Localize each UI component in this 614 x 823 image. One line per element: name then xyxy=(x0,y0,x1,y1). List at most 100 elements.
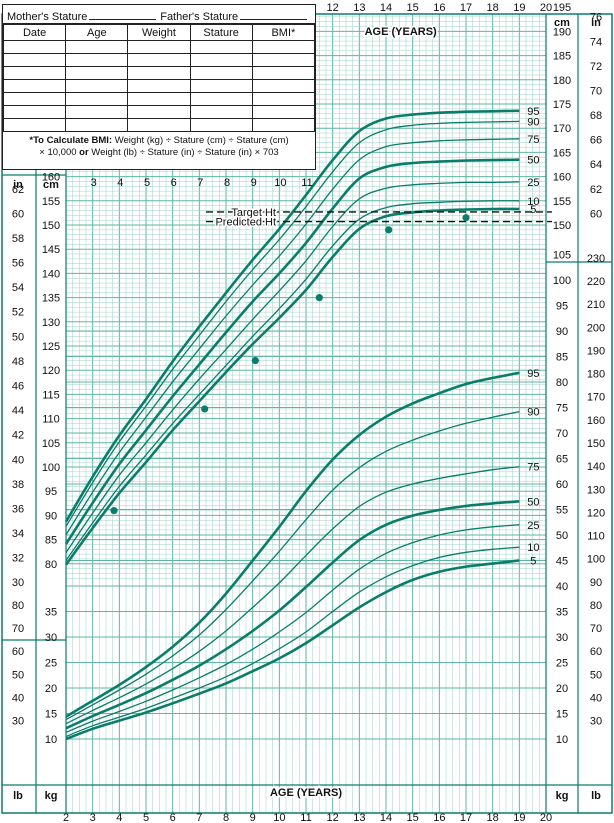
table-cell[interactable] xyxy=(65,40,129,54)
in-tick-left: 42 xyxy=(12,430,24,442)
table-cell[interactable] xyxy=(127,66,191,80)
unit-in-right: in xyxy=(591,17,601,29)
lb-tick-right: 170 xyxy=(587,392,605,404)
cm-tick-right: 190 xyxy=(553,26,571,38)
kg-tick-right: 90 xyxy=(556,326,568,338)
table-row xyxy=(2,118,316,132)
kg-tick-right: 25 xyxy=(556,658,568,670)
table-cell[interactable] xyxy=(127,105,191,119)
cm-tick-left: 105 xyxy=(42,438,60,450)
lb-tick-right: 190 xyxy=(587,345,605,357)
table-cell[interactable] xyxy=(2,92,67,106)
table-cell[interactable] xyxy=(251,40,316,54)
in-tick-right: 74 xyxy=(590,36,602,48)
mothers-stature-label: Mother's Stature xyxy=(7,11,88,23)
kg-tick-right: 65 xyxy=(556,454,568,466)
table-cell[interactable] xyxy=(251,79,316,93)
lb-tick-left: 60 xyxy=(12,646,24,658)
table-cell[interactable] xyxy=(189,53,253,67)
kg-tick-right: 85 xyxy=(556,352,568,364)
table-cell[interactable] xyxy=(251,118,316,132)
header-date: Date xyxy=(2,24,67,41)
table-cell[interactable] xyxy=(2,66,67,80)
stature-p75-label: 75 xyxy=(527,134,539,146)
age-tick-top: 19 xyxy=(513,2,525,14)
in-tick-left: 44 xyxy=(12,405,24,417)
table-header-row: Date Age Weight Stature BMI* xyxy=(2,24,316,41)
fathers-stature-field[interactable] xyxy=(240,19,307,20)
table-cell[interactable] xyxy=(65,53,129,67)
table-cell[interactable] xyxy=(189,40,253,54)
in-tick-right: 64 xyxy=(590,159,602,171)
table-row xyxy=(2,40,316,54)
table-cell[interactable] xyxy=(251,105,316,119)
table-cell[interactable] xyxy=(127,79,191,93)
mothers-stature-field[interactable] xyxy=(89,19,157,20)
measurement-table: Date Age Weight Stature BMI* xyxy=(2,24,316,132)
fathers-stature-label: Father's Stature xyxy=(160,11,239,23)
table-cell[interactable] xyxy=(65,66,129,80)
table-cell[interactable] xyxy=(251,92,316,106)
table-cell[interactable] xyxy=(2,40,67,54)
lb-tick-right: 180 xyxy=(587,369,605,381)
target-height-label: Target Ht xyxy=(231,207,276,219)
kg-tick-right: 60 xyxy=(556,479,568,491)
unit-cm-left: cm xyxy=(43,179,59,191)
kg-tick-right: 105 xyxy=(553,250,571,262)
table-cell[interactable] xyxy=(2,79,67,93)
table-cell[interactable] xyxy=(189,66,253,80)
in-tick-right: 66 xyxy=(590,135,602,147)
kg-tick-right: 55 xyxy=(556,505,568,517)
weight-p50-label: 50 xyxy=(527,496,539,508)
table-cell[interactable] xyxy=(127,53,191,67)
table-cell[interactable] xyxy=(127,40,191,54)
patient-point xyxy=(462,214,470,222)
table-cell[interactable] xyxy=(127,92,191,106)
table-cell[interactable] xyxy=(2,118,67,132)
table-cell[interactable] xyxy=(65,118,129,132)
in-tick-left: 32 xyxy=(12,553,24,565)
stature-p75-line xyxy=(65,138,520,536)
table-cell[interactable] xyxy=(189,79,253,93)
in-tick-right: 70 xyxy=(590,85,602,97)
unit-cm-right: cm xyxy=(554,17,570,29)
table-cell[interactable] xyxy=(189,92,253,106)
in-tick-right: 60 xyxy=(590,208,602,220)
table-cell[interactable] xyxy=(65,79,129,93)
kg-tick-right: 40 xyxy=(556,581,568,593)
table-cell[interactable] xyxy=(2,105,67,119)
lb-tick-right: 80 xyxy=(590,600,602,612)
age-tick-bottom: 20 xyxy=(540,812,552,823)
stature-p95-label: 95 xyxy=(527,106,539,118)
cm-tick-left: 130 xyxy=(42,317,60,329)
table-cell[interactable] xyxy=(251,66,316,80)
table-cell[interactable] xyxy=(251,53,316,67)
cm-tick-left: 160 xyxy=(42,172,60,184)
table-cell[interactable] xyxy=(189,118,253,132)
patient-points xyxy=(110,214,470,515)
unit-kg-left: kg xyxy=(45,790,58,802)
table-cell[interactable] xyxy=(127,118,191,132)
table-cell[interactable] xyxy=(189,105,253,119)
table-cell[interactable] xyxy=(65,92,129,106)
weight-p75-line xyxy=(65,466,520,725)
right-axis-column xyxy=(546,14,578,813)
age-tick-bottom: 8 xyxy=(223,812,229,823)
table-cell[interactable] xyxy=(2,53,67,67)
stature-p10-label: 10 xyxy=(527,196,539,208)
age-tick-top: 15 xyxy=(407,2,419,14)
age-tick-top: 12 xyxy=(327,2,339,14)
percentile-curves xyxy=(64,109,552,741)
lb-tick-right: 140 xyxy=(587,461,605,473)
kg-tick-left: 35 xyxy=(45,607,57,619)
table-row xyxy=(2,79,316,93)
lb-tick-right: 90 xyxy=(590,577,602,589)
stature-p95-line xyxy=(64,109,520,523)
kg-tick-right: 20 xyxy=(556,683,568,695)
unit-in-left: in xyxy=(13,179,23,191)
weight-p75-label: 75 xyxy=(527,462,539,474)
cm-tick-right: 170 xyxy=(553,123,571,135)
kg-tick-right: 10 xyxy=(556,734,568,746)
lb-tick-right: 160 xyxy=(587,415,605,427)
table-cell[interactable] xyxy=(65,105,129,119)
